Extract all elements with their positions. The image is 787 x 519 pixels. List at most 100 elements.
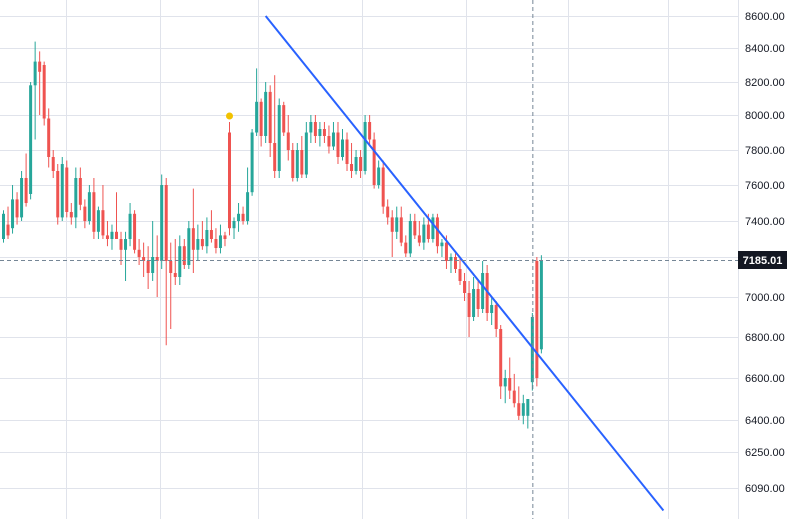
candle [404, 235, 408, 257]
last-price-label: 7185.01 [743, 255, 783, 267]
candle [282, 101, 286, 136]
candle [286, 115, 290, 161]
candle-body [295, 150, 299, 178]
candle [327, 125, 331, 154]
candle [512, 373, 516, 408]
candle [47, 108, 51, 168]
price-axis: 8600.00 8400.00 8200.00 8000.00 7800.00 7600.… [745, 11, 785, 495]
candle-body [463, 281, 467, 293]
candle-body [467, 293, 471, 317]
candle [304, 122, 308, 178]
candle-body [508, 378, 512, 391]
candle [182, 239, 186, 269]
candle [133, 210, 137, 254]
candle-body [69, 212, 73, 218]
candle [291, 143, 295, 182]
candle [83, 199, 87, 229]
signal-marker [226, 112, 233, 120]
candle [372, 132, 376, 189]
candle-body [47, 118, 51, 157]
candle-body [273, 143, 277, 171]
candle [237, 203, 241, 232]
candle-body [119, 239, 123, 250]
candle-body [173, 273, 177, 277]
candle-body [137, 249, 141, 257]
candle-body [160, 185, 164, 261]
candle [508, 357, 512, 399]
candle-body [2, 213, 5, 239]
candle-body [169, 261, 173, 273]
candle-body [151, 257, 155, 273]
candle-body [87, 192, 91, 221]
candle [205, 217, 209, 254]
trendline[interactable] [264, 15, 665, 512]
candle [228, 122, 231, 236]
candle-body [264, 91, 268, 136]
candle-body [350, 164, 354, 171]
candle [151, 221, 155, 281]
y-tick-label: 8200.00 [745, 77, 785, 89]
candle [178, 235, 182, 285]
candle-body [128, 213, 132, 239]
candles [2, 41, 543, 429]
candle-body [38, 61, 42, 72]
y-tick-label: 7800.00 [745, 145, 785, 157]
candle-body [164, 185, 168, 261]
candle-body [476, 289, 480, 309]
candle-body [96, 210, 100, 232]
candle [350, 143, 354, 178]
candle-body [521, 403, 525, 416]
y-tick-label: 7600.00 [745, 180, 785, 192]
candle [246, 167, 250, 225]
candle [74, 167, 78, 229]
candle [191, 188, 195, 273]
candle [395, 206, 399, 239]
candle [169, 242, 173, 329]
y-tick-label: 7000.00 [745, 292, 785, 304]
candle [250, 129, 254, 196]
candle-body [15, 199, 19, 218]
candle [92, 178, 96, 239]
candle [390, 210, 394, 257]
candle-body [399, 217, 403, 243]
candle-body [232, 221, 236, 229]
candle-body [535, 261, 539, 378]
candle [232, 217, 236, 239]
candle [209, 210, 213, 243]
candle [128, 203, 132, 247]
candle [146, 246, 150, 289]
candle-body [60, 164, 64, 218]
candle-body [105, 235, 109, 239]
candle-body [124, 239, 128, 250]
candle [490, 297, 494, 325]
candle-body [282, 105, 286, 133]
candle [223, 231, 227, 247]
candle-body [494, 305, 498, 329]
candle [313, 115, 317, 143]
candle-body [345, 139, 349, 164]
candle-body [237, 213, 241, 221]
candle-body [218, 235, 222, 248]
candle-body [313, 122, 317, 136]
y-tick-label: 7400.00 [745, 216, 785, 228]
candle [336, 122, 340, 164]
candle [6, 206, 10, 239]
candle-body [322, 129, 326, 136]
candle-body [386, 206, 390, 218]
candle [160, 174, 164, 269]
candle [449, 253, 453, 273]
candle [526, 399, 530, 429]
candle [51, 150, 55, 178]
candle-body [372, 139, 376, 185]
candle-body [200, 239, 204, 247]
candle [539, 255, 543, 354]
candle [38, 51, 42, 115]
candle-body [92, 192, 96, 232]
last-price-badge: 7185.01 [738, 250, 787, 269]
candle-body [277, 105, 281, 171]
candle [521, 394, 525, 425]
candle-body [517, 403, 521, 416]
candle-body [115, 231, 118, 239]
candle-body [29, 85, 33, 194]
